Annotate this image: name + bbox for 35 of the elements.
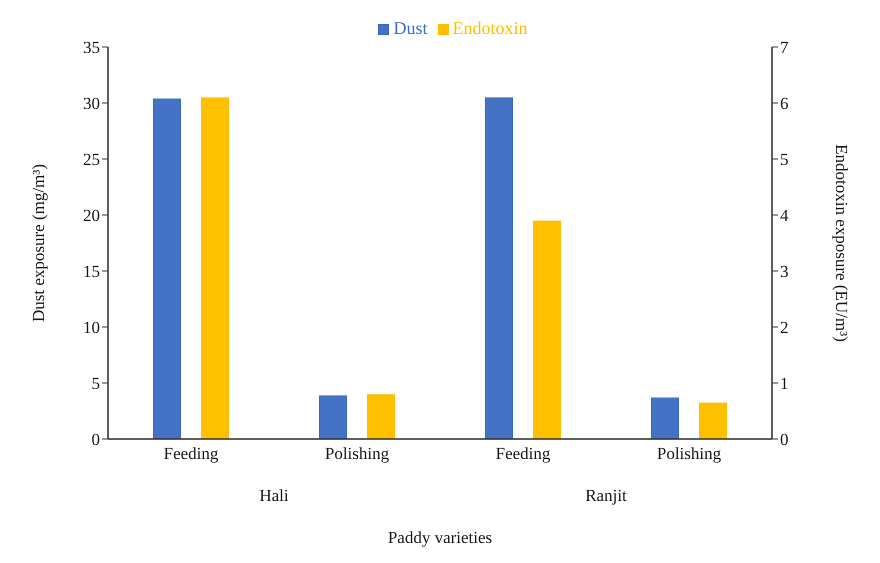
y-tick-label: 35 [83, 38, 100, 58]
y-tick-label: 20 [83, 206, 100, 226]
y2-tick-label: 0 [780, 430, 788, 450]
bar [699, 402, 727, 439]
y2-tick-label: 3 [780, 262, 788, 282]
y-tick-label: 10 [83, 318, 100, 338]
bar [651, 398, 679, 439]
y-tick-label: 25 [83, 150, 100, 170]
text: Hali [259, 486, 289, 506]
x-tick-label: Polishing [324, 444, 390, 464]
legend-label: Dust [393, 18, 428, 38]
bar [201, 97, 229, 439]
y2-tick-label: 7 [780, 38, 789, 58]
bar [485, 97, 513, 439]
y2-tick-label: 2 [780, 318, 788, 338]
y2-tick-label: 1 [780, 374, 788, 394]
x-tick-label: Feeding [164, 444, 219, 464]
bar [153, 98, 181, 439]
y2-tick-label: 5 [780, 150, 788, 170]
y-tick-label: 30 [83, 94, 100, 114]
text: Ranjit [585, 486, 628, 506]
y2-tick-label: 6 [780, 94, 788, 114]
x-tick-label: Polishing [656, 444, 722, 464]
y2-tick-label: 4 [780, 206, 789, 226]
y-tick-label: 5 [92, 374, 100, 394]
bar [533, 220, 561, 439]
y-tick-label: 0 [92, 430, 100, 450]
legend-label: Endotoxin [452, 18, 528, 38]
x-tick-label: Feeding [496, 444, 551, 464]
x-axis-title: Paddy varieties [388, 528, 492, 547]
y-tick-label: 15 [83, 262, 100, 282]
bar [367, 394, 395, 439]
bar [319, 395, 347, 439]
y2-axis-title: Endotoxin exposure (EU/m³) [832, 144, 851, 342]
y-axis-title: Dust exposure (mg/m³) [29, 164, 48, 322]
